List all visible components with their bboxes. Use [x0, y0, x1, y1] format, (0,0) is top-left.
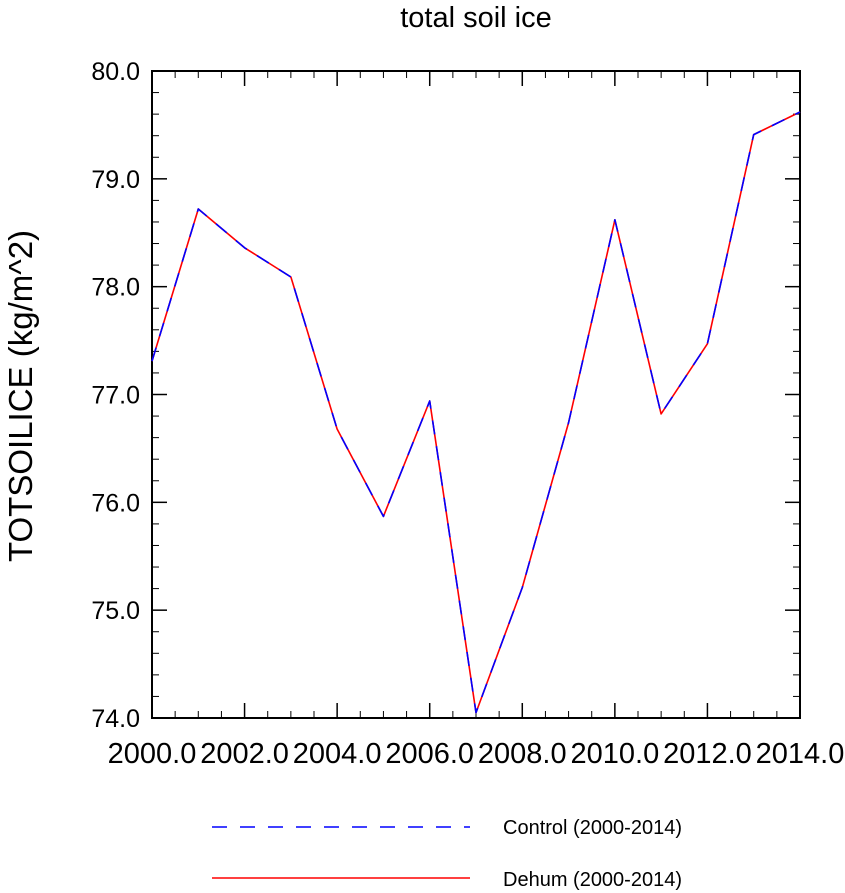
x-tick-label: 2000.0 — [108, 738, 197, 770]
x-tick-label: 2002.0 — [200, 738, 289, 770]
y-tick-label: 74.0 — [91, 705, 140, 733]
y-axis: 74.0 75.0 76.0 77.0 78.0 79.0 80.0 — [91, 58, 800, 733]
x-tick-label: 2014.0 — [756, 738, 845, 770]
series-lines — [151, 111, 801, 714]
legend-item-control: Control (2000-2014) — [212, 817, 682, 839]
x-tick-label: 2008.0 — [478, 738, 567, 770]
plot-frame — [151, 70, 801, 719]
series-line-control — [151, 111, 801, 714]
y-axis-label: TOTSOILICE (kg/m^2) — [2, 230, 39, 562]
x-tick-label: 2010.0 — [571, 738, 660, 770]
y-tick-label: 75.0 — [91, 597, 140, 625]
legend-item-dehum: Dehum (2000-2014) — [212, 869, 682, 891]
legend-label-control: Control (2000-2014) — [503, 817, 682, 839]
chart-title: total soil ice — [400, 2, 552, 34]
x-axis: 2000.0 2002.0 2004.0 2006.0 2008.0 2010.0 2012… — [108, 71, 845, 770]
x-tick-label: 2006.0 — [385, 738, 474, 770]
y-tick-label: 79.0 — [91, 166, 140, 194]
x-tick-label: 2012.0 — [663, 738, 752, 770]
y-tick-label: 76.0 — [91, 489, 140, 517]
plot-area: 2000.0 2002.0 2004.0 2006.0 2008.0 2010.0 2012… — [91, 58, 844, 770]
legend-label-dehum: Dehum (2000-2014) — [503, 869, 682, 891]
y-tick-label: 80.0 — [91, 58, 140, 86]
minor-ticks — [152, 71, 800, 718]
series-line-dehum — [151, 111, 801, 714]
x-tick-label: 2004.0 — [293, 738, 382, 770]
y-tick-label: 77.0 — [91, 382, 140, 410]
legend: Control (2000-2014) Dehum (2000-2014) — [212, 817, 682, 891]
y-tick-label: 78.0 — [91, 274, 140, 302]
